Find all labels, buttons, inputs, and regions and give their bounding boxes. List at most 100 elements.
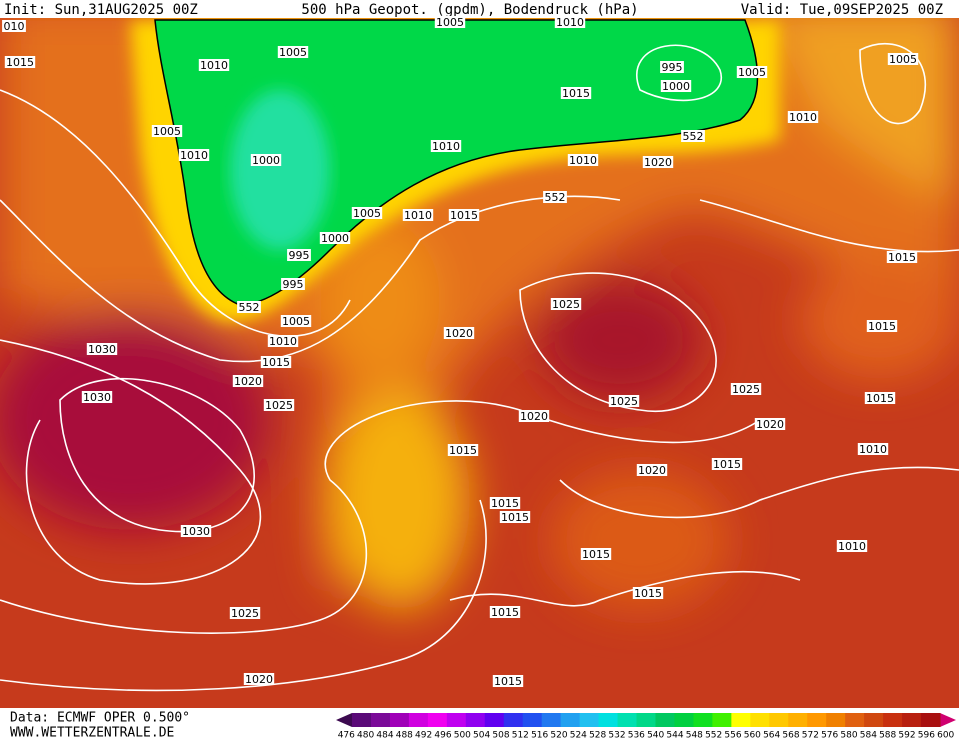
colorbar-label: 508 xyxy=(492,731,509,741)
colorbar-swatch xyxy=(370,713,391,727)
isobar-label-box xyxy=(730,383,762,395)
isobar-label-box xyxy=(864,392,896,404)
isobar-label: 1015 xyxy=(449,444,477,457)
isobar-label-box xyxy=(402,209,434,221)
colorbar-label: 560 xyxy=(744,731,761,741)
isobar-label: 1015 xyxy=(501,511,529,524)
isobar-label-box xyxy=(287,249,311,261)
isobar-label: 1005 xyxy=(738,66,766,79)
isobar-label: 552 xyxy=(545,191,566,204)
isobar-label: 1010 xyxy=(269,335,297,348)
colorbar-label: 528 xyxy=(589,731,606,741)
isobar-label: 1020 xyxy=(520,410,548,423)
isobar-label: 1015 xyxy=(562,87,590,100)
isobar-label-box xyxy=(86,343,118,355)
isobar-label: 1020 xyxy=(644,156,672,169)
colorbar-swatch xyxy=(427,713,448,727)
isobar-label-box xyxy=(237,301,261,313)
colorbar-swatch xyxy=(769,713,789,727)
isobar-label: 1020 xyxy=(245,673,273,686)
isobar-label: 1015 xyxy=(634,587,662,600)
colorbar-label: 496 xyxy=(434,731,451,741)
isobar-label: 1015 xyxy=(450,209,478,222)
isobar-label-box xyxy=(448,209,480,221)
data-source: Data: ECMWF OPER 0.500° xyxy=(10,711,190,726)
colorbar-label: 584 xyxy=(860,731,877,741)
colorbar-arrow-left xyxy=(336,713,352,727)
colorbar-label: 548 xyxy=(686,731,703,741)
isobar-label: 1010 xyxy=(200,59,228,72)
colorbar-label: 600 xyxy=(937,731,954,741)
init-time: Init: Sun,31AUG2025 00Z xyxy=(4,2,198,18)
isobar-label-box xyxy=(198,59,230,71)
isobar-label-box xyxy=(754,418,786,430)
colorbar-label: 576 xyxy=(821,731,838,741)
colorbar-label: 596 xyxy=(918,731,935,741)
colorbar-label: 568 xyxy=(782,731,799,741)
colorbar-label: 488 xyxy=(396,731,413,741)
isobar-label: 1015 xyxy=(582,548,610,561)
isobar-label: 1010 xyxy=(789,111,817,124)
isobar-label-box xyxy=(836,540,868,552)
isobar-label: 1015 xyxy=(494,675,522,688)
colorbar: 476 480 484 488 492 496 500 504 508 512 516 520 524 5… xyxy=(336,713,956,741)
isobar-label-box xyxy=(632,587,664,599)
colorbar-label: 484 xyxy=(376,731,393,741)
isobar-label: 1030 xyxy=(182,525,210,538)
colorbar-label: 540 xyxy=(647,731,664,741)
colorbar-label: 588 xyxy=(879,731,896,741)
isobar-label-box xyxy=(492,675,524,687)
isobar-label: 995 xyxy=(283,278,304,291)
colorbar-label: 500 xyxy=(454,731,471,741)
colorbar-swatch xyxy=(921,713,941,727)
colorbar-swatch xyxy=(883,713,903,727)
isobar-label-box xyxy=(232,375,264,387)
colorbar-swatch xyxy=(655,713,675,727)
colorbar-swatch xyxy=(503,713,524,727)
isobar-label: 995 xyxy=(289,249,310,262)
isobar-label: 1005 xyxy=(353,207,381,220)
isobar-label: 1010 xyxy=(432,140,460,153)
isobar-label-box xyxy=(489,606,521,618)
colorbar-label: 520 xyxy=(550,731,567,741)
isobar-label-box xyxy=(489,497,521,509)
isobar-label-box xyxy=(550,298,582,310)
colorbar-label: 552 xyxy=(705,731,722,741)
isobar-label-box xyxy=(2,20,26,32)
isobar-label: 1015 xyxy=(491,497,519,510)
isobar-label-box xyxy=(660,80,692,92)
isobar-label-box xyxy=(554,16,586,28)
colorbar-swatch xyxy=(864,713,884,727)
isobar-label: 1000 xyxy=(252,154,280,167)
colorbar-swatch xyxy=(807,713,827,727)
isobar-label-box xyxy=(567,154,599,166)
isobar-label-box xyxy=(560,87,592,99)
isobar-label-box xyxy=(151,125,183,137)
isobar-label: 1030 xyxy=(88,343,116,356)
isobar-label: 1025 xyxy=(552,298,580,311)
colorbar-label: 480 xyxy=(357,731,374,741)
isobar-label-box xyxy=(636,464,668,476)
isobar-label-box xyxy=(351,207,383,219)
colorbar-swatch xyxy=(674,713,694,727)
isobar-label-box xyxy=(81,391,113,403)
isobar-label: 1005 xyxy=(279,46,307,59)
colorbar-swatch xyxy=(712,713,732,727)
isobar-label: 1015 xyxy=(713,458,741,471)
isobar-label-box xyxy=(434,16,466,28)
header-bar xyxy=(0,0,959,18)
colorbar-swatch xyxy=(446,713,467,727)
colorbar-swatch xyxy=(484,713,505,727)
valid-time: Valid: Tue,09SEP2025 00Z xyxy=(741,2,943,18)
colorbar-label: 504 xyxy=(473,731,490,741)
isobar-label: 1025 xyxy=(265,399,293,412)
colorbar-swatch xyxy=(693,713,713,727)
colorbar-swatch xyxy=(731,713,751,727)
isobar-label: 1000 xyxy=(662,80,690,93)
isobar-label: 1015 xyxy=(491,606,519,619)
colorbar-label: 524 xyxy=(570,731,587,741)
isobar-label-box xyxy=(447,444,479,456)
isobar-label: 1025 xyxy=(610,395,638,408)
isobar-label: 1020 xyxy=(445,327,473,340)
